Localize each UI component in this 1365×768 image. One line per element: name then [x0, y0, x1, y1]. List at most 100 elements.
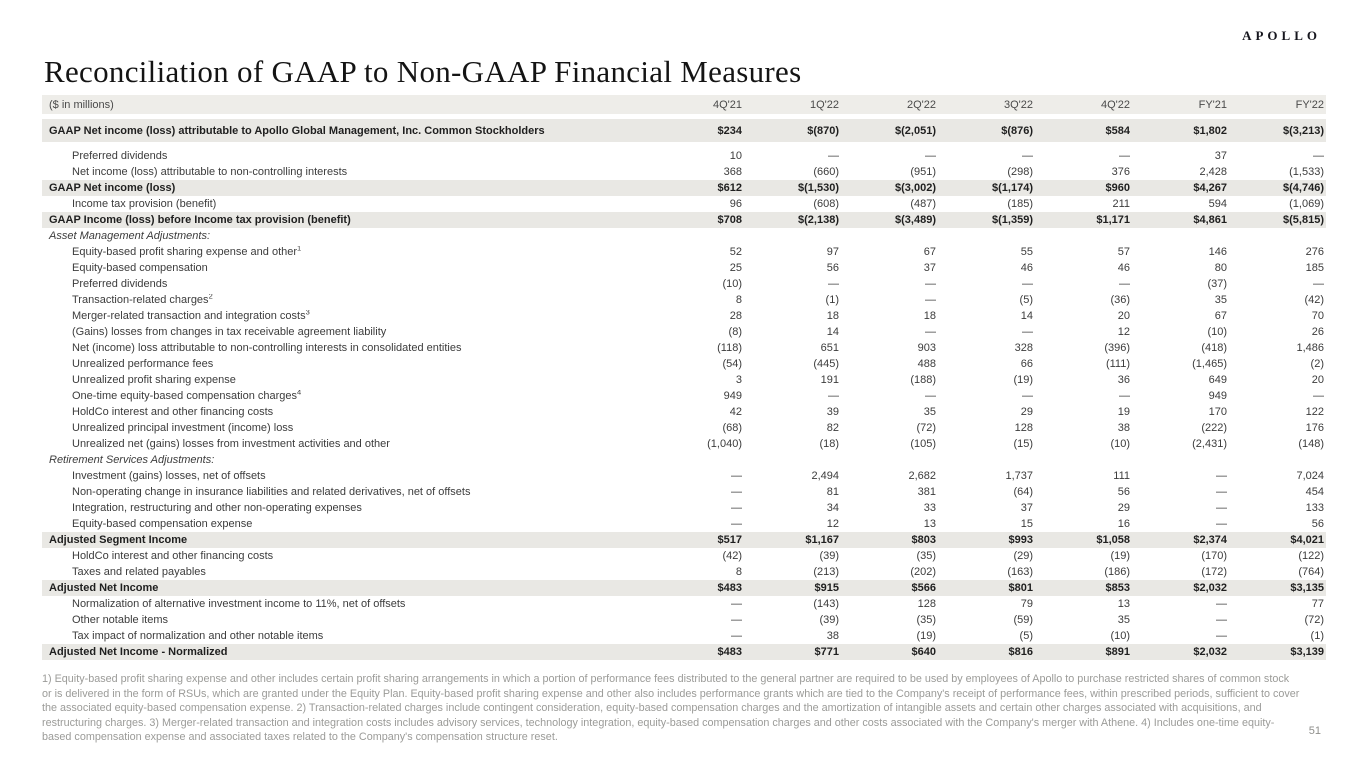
row-label: Other notable items: [72, 614, 168, 626]
row-value: (35): [916, 550, 936, 562]
row-value: 28: [729, 310, 742, 322]
row-value: (396): [1104, 342, 1130, 354]
table-row: Asset Management Adjustments:: [42, 228, 1326, 244]
column-header: 1Q'22: [809, 98, 839, 111]
row-value: $483: [717, 646, 742, 658]
row-value: 10: [729, 150, 742, 162]
table-row: GAAP Net income (loss) $612 $(1,530) $(3,00…: [42, 180, 1326, 196]
row-value: 3: [735, 374, 742, 386]
row-value: 128: [1014, 422, 1033, 434]
row-value: 191: [820, 374, 839, 386]
row-value: 903: [917, 342, 936, 354]
row-value: (172): [1201, 566, 1227, 578]
table-row: Equity-based compensation expense — 12 13 15…: [42, 516, 1326, 532]
row-value: —: [1216, 470, 1227, 482]
row-value: 15: [1020, 518, 1033, 530]
row-value: (185): [1007, 198, 1033, 210]
table-row: Net income (loss) attributable to non-co…: [42, 164, 1326, 180]
row-value: 2,494: [811, 470, 839, 482]
row-value: $993: [1008, 534, 1033, 546]
table-row: Tax impact of normalization and other no…: [42, 628, 1326, 644]
row-value: 37: [923, 262, 936, 274]
row-value: (39): [819, 614, 839, 626]
row-value: —: [1022, 278, 1033, 290]
row-value: $915: [814, 582, 839, 594]
row-value: $612: [717, 182, 742, 194]
row-value: 176: [1305, 422, 1324, 434]
row-value: (42): [722, 550, 742, 562]
table-row: Preferred dividends 10 — — — — 37 —: [42, 148, 1326, 164]
table-row: One-time equity-based compensation charg…: [42, 388, 1326, 404]
row-value: (2): [1310, 358, 1324, 370]
column-header: 2Q'22: [906, 98, 936, 111]
row-value: (186): [1104, 566, 1130, 578]
row-value: 29: [1020, 406, 1033, 418]
row-value: 8: [735, 294, 742, 306]
row-value: $4,267: [1193, 182, 1227, 194]
row-value: 8: [735, 566, 742, 578]
row-value: 111: [1113, 470, 1130, 482]
row-value: 70: [1311, 310, 1324, 322]
footnote-marker: 3: [305, 310, 310, 317]
row-value: (298): [1007, 166, 1033, 178]
page-title: Reconciliation of GAAP to Non-GAAP Finan…: [44, 54, 802, 89]
row-value: 1,486: [1296, 342, 1324, 354]
row-value: 2,682: [908, 470, 936, 482]
row-label: (Gains) losses from changes in tax recei…: [72, 326, 387, 338]
table-row: Equity-based profit sharing expense and …: [42, 244, 1326, 260]
table-row: Non-operating change in insurance liabil…: [42, 484, 1326, 500]
column-header: 3Q'22: [1003, 98, 1033, 111]
row-value: $(876): [1001, 124, 1033, 137]
row-value: (36): [1110, 294, 1130, 306]
row-value: 276: [1305, 246, 1324, 258]
row-value: $(1,359): [992, 214, 1033, 226]
row-value: 14: [1020, 310, 1033, 322]
row-value: 2,428: [1199, 166, 1227, 178]
row-value: (35): [916, 614, 936, 626]
row-value: (42): [1304, 294, 1324, 306]
row-value: (122): [1298, 550, 1324, 562]
row-value: 12: [1117, 326, 1130, 338]
row-label: Equity-based compensation expense: [72, 518, 253, 530]
row-value: (39): [819, 550, 839, 562]
row-value: 26: [1311, 326, 1324, 338]
row-value: —: [1216, 518, 1227, 530]
row-value: $483: [717, 582, 742, 594]
row-label: Integration, restructuring and other non…: [72, 502, 362, 514]
row-value: (118): [717, 342, 742, 354]
row-value: (105): [910, 438, 936, 450]
table-row: Merger-related transaction and integrati…: [42, 308, 1326, 324]
row-value: (10): [722, 278, 742, 290]
reconciliation-table: ($ in millions) 4Q'21 1Q'22 2Q'22 3Q'22 4Q'2…: [42, 95, 1326, 660]
row-value: (15): [1013, 438, 1033, 450]
row-value: (19): [1110, 550, 1130, 562]
row-value: 20: [1311, 374, 1324, 386]
table-row: Unrealized profit sharing expense 3 191 (18…: [42, 372, 1326, 388]
table-row: (Gains) losses from changes in tax recei…: [42, 324, 1326, 340]
row-value: —: [1313, 278, 1324, 290]
row-value: $1,167: [805, 534, 839, 546]
row-value: (19): [1013, 374, 1033, 386]
row-value: (170): [1201, 550, 1227, 562]
row-value: —: [1216, 486, 1227, 498]
row-value: (5): [1019, 294, 1033, 306]
row-value: 20: [1117, 310, 1130, 322]
row-value: —: [1022, 390, 1033, 402]
row-value: (188): [910, 374, 936, 386]
row-value: 81: [826, 486, 839, 498]
row-value: 488: [917, 358, 936, 370]
row-value: 949: [1208, 390, 1227, 402]
row-value: (72): [1304, 614, 1324, 626]
row-label: Adjusted Segment Income: [49, 534, 188, 546]
row-value: —: [1022, 326, 1033, 338]
row-value: —: [1216, 614, 1227, 626]
table-row: Unrealized principal investment (income)…: [42, 420, 1326, 436]
row-value: —: [731, 470, 742, 482]
row-value: (68): [722, 422, 742, 434]
row-value: (1,040): [707, 438, 742, 450]
row-value: (64): [1013, 486, 1033, 498]
row-value: —: [925, 294, 936, 306]
page-number: 51: [1308, 725, 1321, 737]
row-value: —: [1216, 502, 1227, 514]
row-value: $1,171: [1096, 214, 1130, 226]
